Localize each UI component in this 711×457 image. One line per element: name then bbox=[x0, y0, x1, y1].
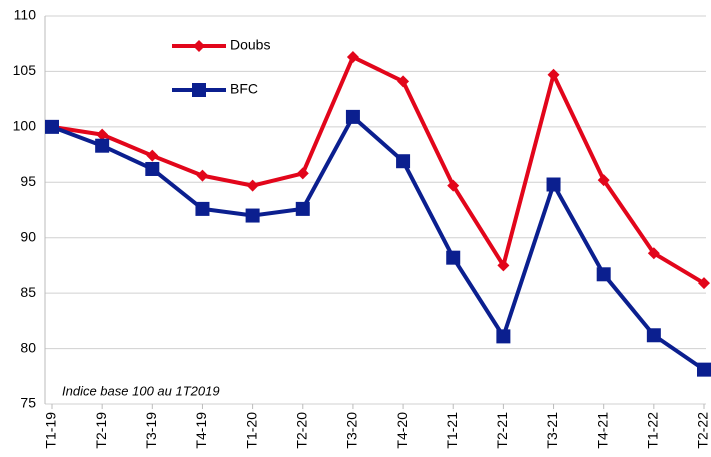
x-tick-label: T2-22 bbox=[695, 412, 711, 449]
y-tick-label: 80 bbox=[20, 339, 36, 355]
legend-label: BFC bbox=[230, 81, 258, 97]
data-point bbox=[397, 75, 410, 88]
data-point bbox=[496, 329, 511, 344]
x-tick-label: T2-19 bbox=[93, 412, 109, 449]
data-point bbox=[497, 259, 510, 272]
data-point bbox=[596, 267, 611, 282]
data-point bbox=[45, 119, 59, 134]
series-line bbox=[51, 55, 706, 285]
x-tick-label: T4-19 bbox=[193, 412, 209, 449]
x-tick-label: T1-21 bbox=[444, 412, 460, 449]
data-point bbox=[295, 201, 310, 216]
y-tick-label: 110 bbox=[14, 7, 37, 23]
data-point bbox=[597, 174, 610, 187]
data-point bbox=[698, 277, 710, 290]
data-point bbox=[145, 161, 160, 176]
data-point bbox=[96, 128, 109, 141]
y-tick-label: 95 bbox=[20, 173, 36, 189]
x-tick-label: T1-22 bbox=[645, 412, 661, 449]
legend-marker bbox=[193, 40, 205, 52]
y-tick-label: 90 bbox=[20, 228, 36, 244]
y-tick-label: 85 bbox=[20, 284, 36, 300]
data-point bbox=[246, 179, 259, 192]
x-tick-label: T1-19 bbox=[43, 412, 59, 449]
data-point bbox=[345, 109, 360, 124]
data-point bbox=[195, 201, 210, 216]
x-tick-label: T3-19 bbox=[143, 412, 159, 449]
data-point bbox=[646, 328, 661, 343]
y-tick-label: 75 bbox=[20, 395, 36, 411]
annotation: Indice base 100 au 1T2019 bbox=[62, 383, 220, 398]
data-point bbox=[146, 149, 159, 162]
x-tick-label: T2-20 bbox=[293, 412, 309, 449]
x-tick-label: T1-20 bbox=[243, 412, 259, 449]
y-tick-label: 100 bbox=[13, 118, 37, 134]
x-tick-label: T3-21 bbox=[544, 412, 560, 449]
x-tick-label: T4-20 bbox=[394, 412, 410, 449]
data-point bbox=[647, 247, 660, 260]
data-point bbox=[95, 138, 110, 153]
data-point bbox=[446, 250, 461, 265]
data-point bbox=[447, 179, 460, 192]
x-tick-label: T4-21 bbox=[594, 412, 610, 449]
x-tick-label: T3-20 bbox=[344, 412, 360, 449]
data-point bbox=[697, 362, 711, 377]
x-tick-label: T2-21 bbox=[494, 412, 510, 449]
data-point bbox=[196, 169, 209, 182]
data-point bbox=[245, 208, 260, 223]
legend-marker bbox=[192, 83, 206, 97]
data-point bbox=[546, 177, 561, 192]
data-point bbox=[346, 51, 359, 64]
legend-label: Doubs bbox=[230, 37, 270, 53]
y-tick-label: 105 bbox=[13, 62, 37, 78]
series-line bbox=[51, 114, 706, 372]
data-point bbox=[296, 167, 309, 180]
data-point bbox=[396, 154, 411, 169]
data-point bbox=[547, 68, 560, 81]
